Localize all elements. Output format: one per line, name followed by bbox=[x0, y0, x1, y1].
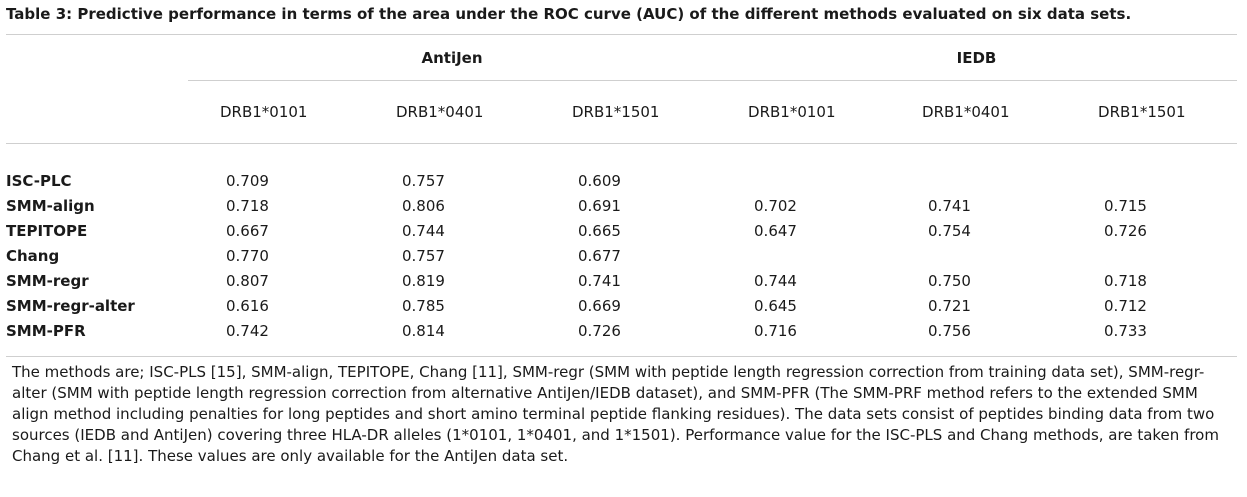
auc-value: 0.819 bbox=[402, 271, 445, 290]
table-row: ISC-PLC 0.709 0.757 0.609 bbox=[6, 144, 1237, 194]
method-name: SMM-PFR bbox=[6, 318, 188, 357]
table-caption: Table 3: Predictive performance in terms… bbox=[6, 5, 1132, 23]
auc-value: 0.741 bbox=[928, 196, 971, 215]
corner-cell bbox=[6, 34, 188, 81]
allele-header: DRB1*1501 bbox=[540, 80, 717, 144]
method-name: SMM-regr-alter bbox=[6, 296, 135, 315]
table-footnote: The methods are; ISC-PLS [15], SMM-align… bbox=[12, 363, 1219, 465]
auc-value: 0.721 bbox=[928, 296, 971, 315]
method-name: Chang bbox=[6, 246, 60, 265]
auc-value: 0.757 bbox=[402, 246, 445, 265]
auc-value: 0.677 bbox=[578, 246, 621, 265]
auc-value: 0.744 bbox=[402, 221, 445, 240]
group-header-antijen: AntiJen bbox=[188, 34, 717, 81]
auc-value: 0.647 bbox=[754, 221, 797, 240]
auc-value: 0.645 bbox=[754, 296, 797, 315]
auc-value: 0.718 bbox=[1104, 271, 1147, 290]
allele-header: DRB1*1501 bbox=[1066, 80, 1238, 144]
group-header-iedb: IEDB bbox=[716, 34, 1238, 81]
auc-value: 0.756 bbox=[890, 318, 1067, 357]
auc-value: 0.785 bbox=[402, 296, 445, 315]
group-header-row: AntiJen IEDB bbox=[6, 34, 1238, 81]
auc-value bbox=[716, 243, 890, 268]
auc-value: 0.814 bbox=[364, 318, 540, 357]
auc-value: 0.726 bbox=[1104, 221, 1147, 240]
table-row: Chang 0.770 0.757 0.677 bbox=[6, 243, 1237, 268]
auc-value: 0.733 bbox=[1066, 318, 1238, 357]
table-row: TEPITOPE 0.667 0.744 0.665 0.647 0.754 0… bbox=[6, 218, 1237, 243]
table-row: SMM-PFR 0.742 0.814 0.726 0.716 0.756 0.… bbox=[6, 318, 1238, 357]
allele-header: DRB1*0101 bbox=[188, 80, 364, 144]
auc-value: 0.750 bbox=[928, 271, 971, 290]
auc-value: 0.609 bbox=[578, 171, 621, 190]
auc-value: 0.716 bbox=[716, 318, 891, 357]
auc-table-container: AntiJen IEDB DRB1*0101 DRB1*0401 DRB1*15… bbox=[6, 34, 1238, 357]
auc-value: 0.770 bbox=[226, 246, 269, 265]
auc-value bbox=[890, 243, 1066, 268]
auc-value: 0.718 bbox=[226, 196, 269, 215]
auc-value: 0.807 bbox=[226, 271, 269, 290]
method-name: ISC-PLC bbox=[6, 171, 72, 190]
table-row: SMM-regr-alter 0.616 0.785 0.669 0.645 0… bbox=[6, 293, 1237, 318]
method-name: TEPITOPE bbox=[6, 221, 88, 240]
allele-header: DRB1*0401 bbox=[364, 80, 540, 144]
allele-header-row: DRB1*0101 DRB1*0401 DRB1*1501 DRB1*0101 … bbox=[6, 80, 1238, 144]
auc-value: 0.669 bbox=[578, 296, 621, 315]
auc-value: 0.616 bbox=[226, 296, 269, 315]
auc-value: 0.691 bbox=[578, 196, 621, 215]
auc-value: 0.741 bbox=[578, 271, 621, 290]
allele-corner-cell bbox=[6, 80, 188, 144]
auc-value: 0.709 bbox=[226, 171, 269, 190]
method-name: SMM-align bbox=[6, 196, 95, 215]
auc-value: 0.715 bbox=[1104, 196, 1147, 215]
auc-value: 0.726 bbox=[540, 318, 717, 357]
auc-value: 0.702 bbox=[754, 196, 797, 215]
auc-table: AntiJen IEDB DRB1*0101 DRB1*0401 DRB1*15… bbox=[6, 34, 1238, 357]
method-name: SMM-regr bbox=[6, 271, 89, 290]
auc-value: 0.744 bbox=[754, 271, 797, 290]
auc-value bbox=[716, 144, 890, 194]
allele-header: DRB1*0401 bbox=[890, 80, 1067, 144]
auc-value: 0.665 bbox=[578, 221, 621, 240]
table-row: SMM-regr 0.807 0.819 0.741 0.744 0.750 0… bbox=[6, 268, 1237, 293]
auc-value: 0.754 bbox=[928, 221, 971, 240]
auc-value bbox=[1066, 243, 1237, 268]
auc-value bbox=[890, 144, 1066, 194]
auc-value: 0.712 bbox=[1104, 296, 1147, 315]
auc-value bbox=[1066, 144, 1237, 194]
auc-value: 0.757 bbox=[402, 171, 445, 190]
auc-value: 0.806 bbox=[402, 196, 445, 215]
auc-value: 0.667 bbox=[226, 221, 269, 240]
allele-header: DRB1*0101 bbox=[716, 80, 891, 144]
auc-value: 0.742 bbox=[188, 318, 364, 357]
table-row: SMM-align 0.718 0.806 0.691 0.702 0.741 … bbox=[6, 193, 1237, 218]
